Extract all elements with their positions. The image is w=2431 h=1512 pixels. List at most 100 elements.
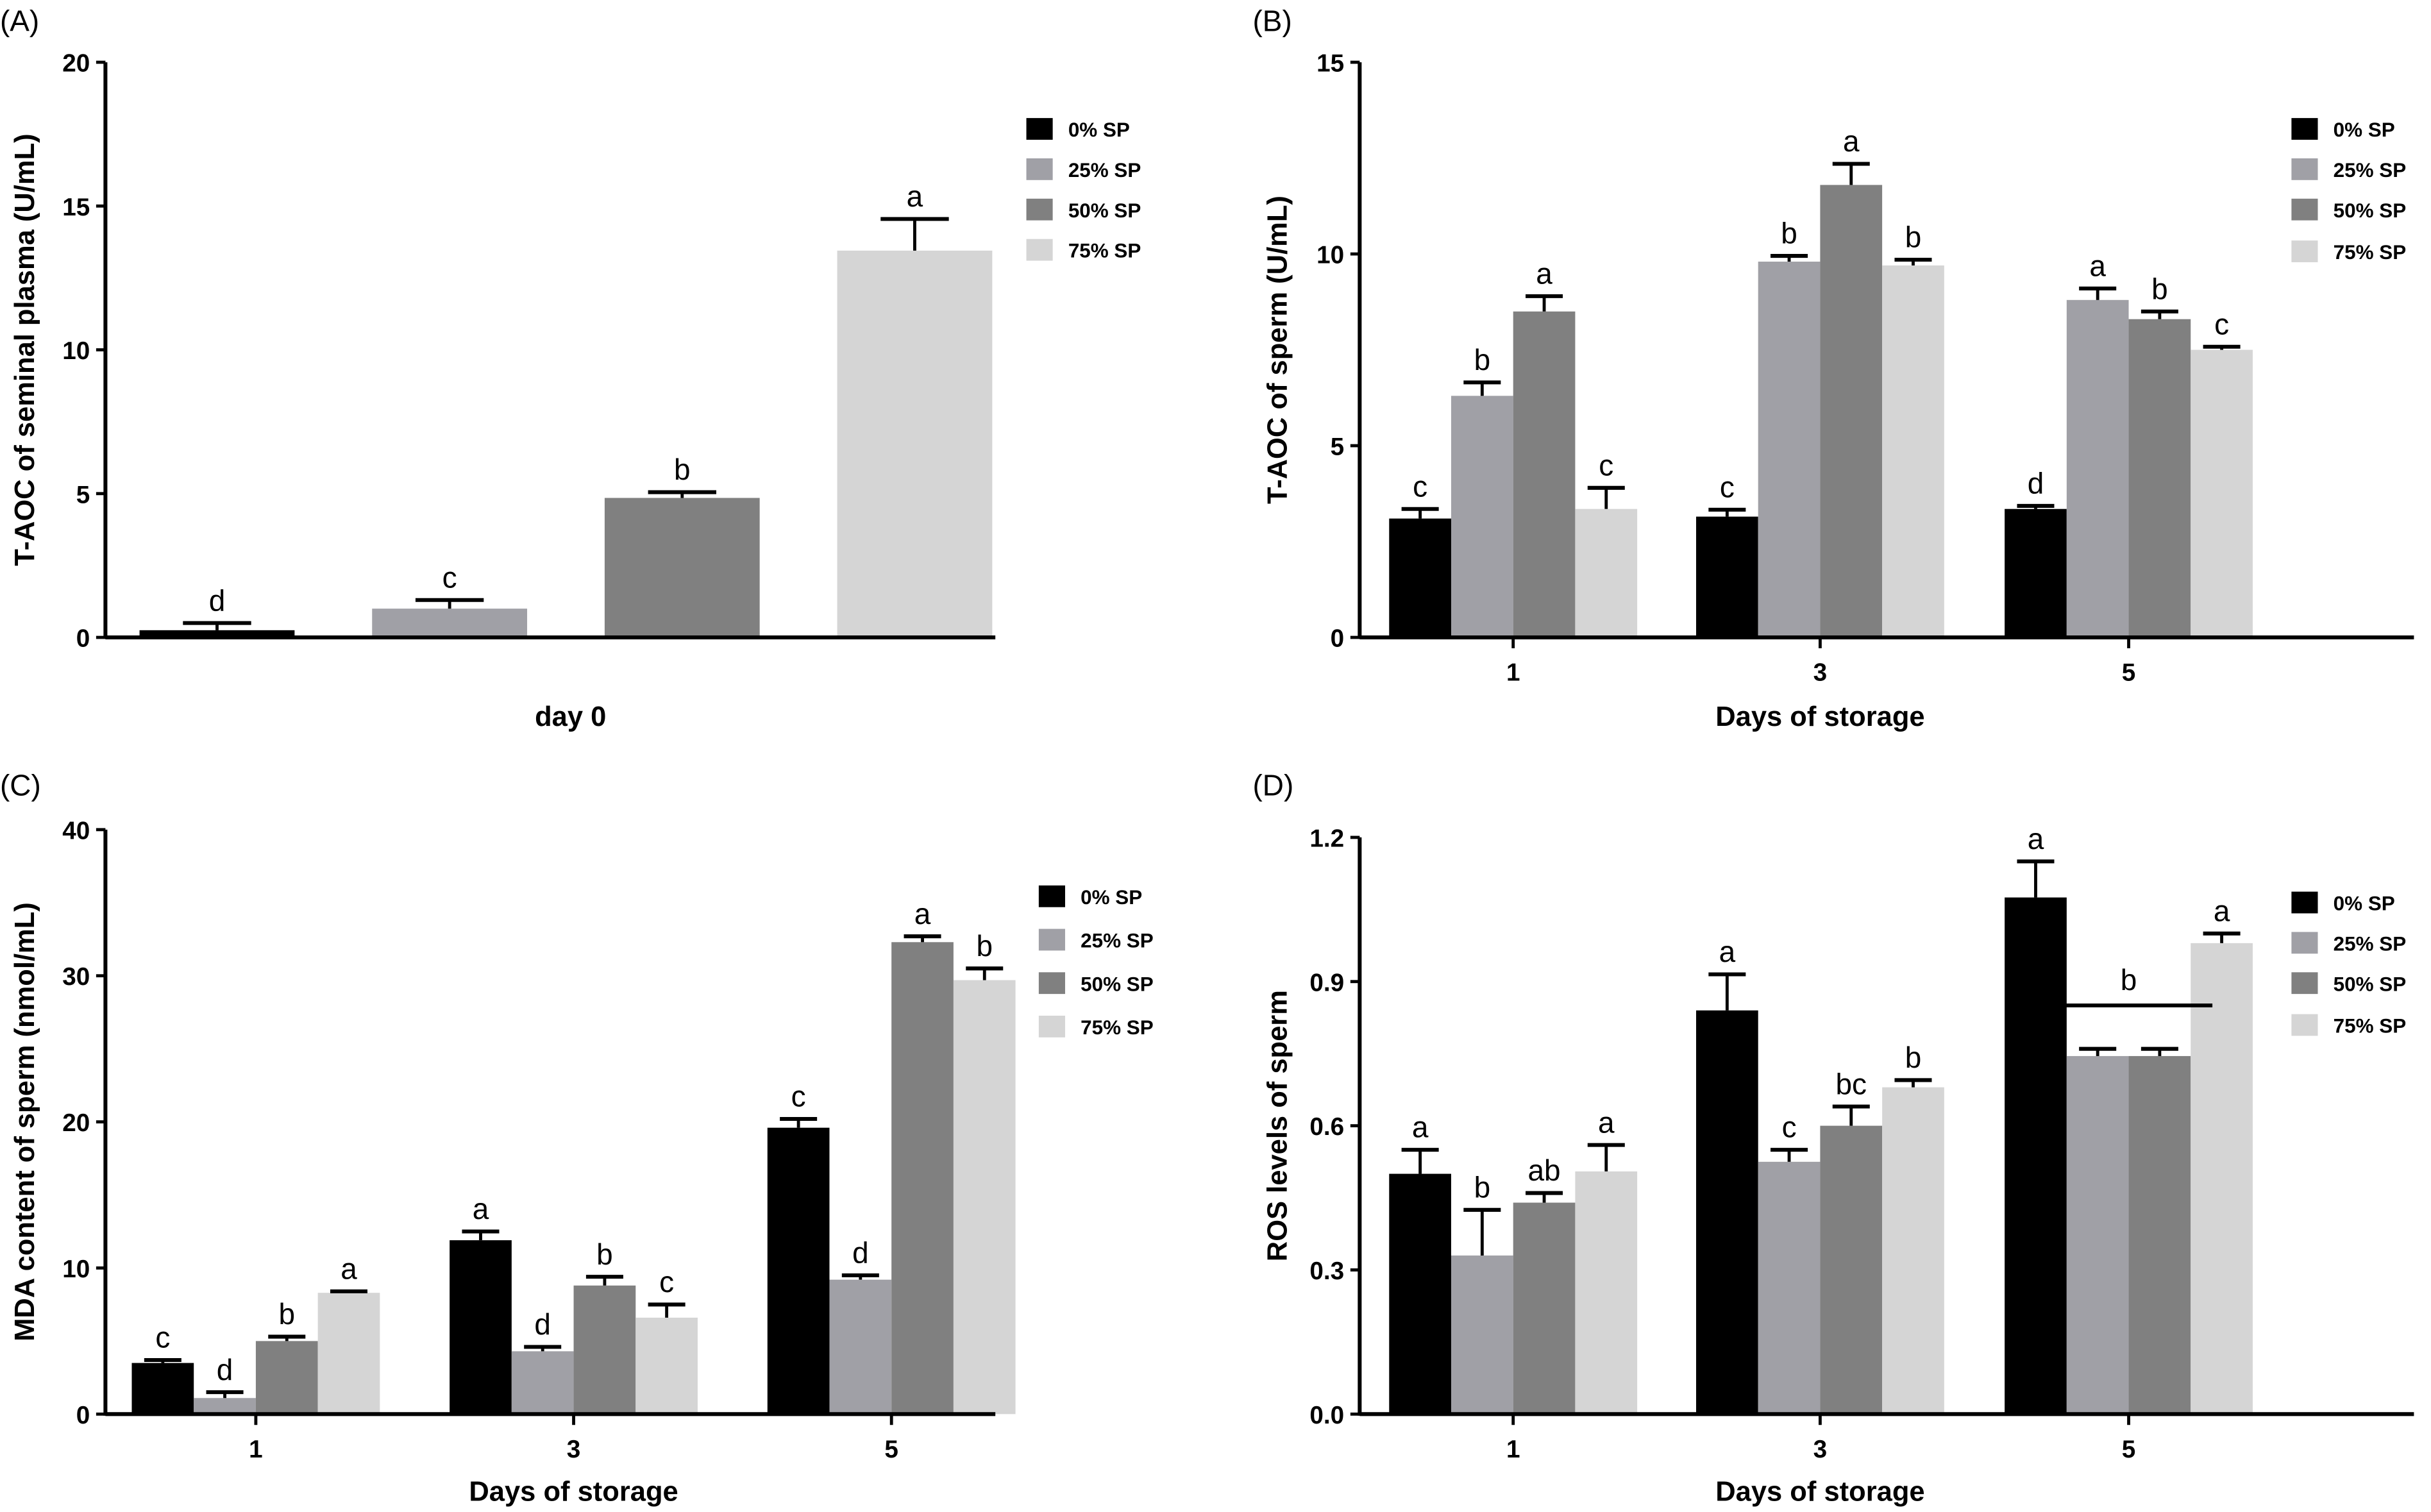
- x-tick-label: 5: [2122, 1436, 2136, 1463]
- bar: [131, 1363, 194, 1415]
- legend-swatch: [2291, 972, 2318, 995]
- chart-panel-b: (B) c c d b b a a a b c b c 0 5 10 15 1 3 5 Days of storage T…: [1253, 4, 2414, 732]
- panel-label: (C): [0, 769, 41, 802]
- y-axis-label: MDA content of sperm (nmol/mL): [10, 902, 40, 1341]
- significance-letter: a: [341, 1252, 357, 1286]
- x-axis-label: Days of storage: [1715, 1477, 1924, 1508]
- significance-letter: b: [2121, 963, 2137, 996]
- legend: 0% SP 25% SP 50% SP 75% SP: [2291, 118, 2406, 264]
- y-axis-label: T-AOC of sperm (U/mL): [1263, 196, 1293, 504]
- bar: [139, 630, 295, 638]
- significance-letter: a: [1719, 935, 1736, 968]
- significance-letter: c: [2214, 307, 2229, 340]
- bar: [1575, 1171, 1638, 1415]
- bar: [767, 1127, 830, 1415]
- legend-label: 25% SP: [1081, 930, 1154, 952]
- y-tick-label: 40: [62, 817, 90, 844]
- y-tick-label: 20: [62, 1109, 90, 1137]
- bar: [1389, 518, 1451, 638]
- bar: [635, 1317, 698, 1415]
- panel-label: (D): [1253, 769, 1294, 802]
- y-tick-label: 15: [62, 194, 90, 221]
- bar: [1695, 1010, 1758, 1415]
- y-tick-label: 0: [1331, 625, 1345, 653]
- bar: [1882, 1087, 1944, 1415]
- significance-letter: b: [1474, 1170, 1491, 1204]
- x-tick-label: 3: [567, 1436, 581, 1463]
- bar: [1820, 185, 1883, 638]
- bar: [1513, 1202, 1576, 1415]
- significance-letter: b: [1905, 221, 1922, 254]
- legend-label: 50% SP: [2334, 973, 2407, 995]
- significance-letter: c: [791, 1080, 806, 1113]
- bar: [1820, 1125, 1883, 1415]
- bar: [2005, 508, 2067, 638]
- y-tick-label: 0: [76, 1402, 90, 1429]
- x-tick-label: 1: [249, 1436, 263, 1463]
- significance-letter: ab: [1528, 1154, 1561, 1187]
- significance-letter: c: [659, 1265, 674, 1298]
- significance-letter: c: [1720, 471, 1735, 504]
- legend-label: 0% SP: [2334, 893, 2395, 915]
- legend-label: 25% SP: [2334, 159, 2407, 181]
- panel-label: (A): [0, 4, 39, 38]
- significance-letter: b: [1781, 217, 1797, 250]
- significance-letter: a: [1412, 1111, 1429, 1144]
- significance-letter: b: [2151, 272, 2168, 305]
- bar: [2128, 319, 2191, 638]
- significance-letter: a: [914, 897, 931, 930]
- bar: [2191, 943, 2253, 1415]
- y-tick-label: 10: [1316, 242, 1344, 269]
- legend-label: 25% SP: [1068, 159, 1141, 181]
- significance-letter: d: [217, 1353, 233, 1386]
- y-tick-label: 0: [76, 625, 90, 653]
- x-tick-label: 5: [884, 1436, 898, 1463]
- y-axis-label: ROS levels of sperm: [1263, 990, 1293, 1261]
- bar: [891, 942, 954, 1415]
- significance-letter: d: [209, 584, 226, 617]
- y-tick-label: 5: [76, 481, 90, 508]
- bar: [450, 1240, 512, 1415]
- y-tick-label: 10: [62, 337, 90, 365]
- legend-swatch: [2291, 158, 2318, 180]
- y-tick-label: 30: [62, 963, 90, 991]
- y-tick-label: 0.6: [1309, 1113, 1344, 1141]
- legend-label: 0% SP: [2334, 119, 2395, 141]
- legend-label: 50% SP: [2334, 199, 2407, 222]
- significance-letter: b: [596, 1238, 613, 1271]
- significance-letter: a: [2214, 894, 2230, 927]
- bar: [2066, 299, 2129, 638]
- bar: [1513, 311, 1576, 638]
- y-tick-label: 20: [62, 50, 90, 78]
- bar: [255, 1341, 318, 1415]
- bar: [1389, 1173, 1451, 1415]
- significance-letter: c: [1599, 448, 1613, 482]
- legend-swatch: [2291, 240, 2318, 262]
- panel-label: (B): [1253, 4, 1292, 38]
- legend-swatch: [1026, 158, 1053, 180]
- bar: [2066, 1055, 2129, 1415]
- bar: [372, 609, 528, 638]
- significance-letter: c: [155, 1321, 170, 1354]
- y-tick-label: 15: [1316, 50, 1344, 78]
- legend-label: 50% SP: [1081, 973, 1154, 995]
- significance-letter: b: [279, 1297, 296, 1331]
- y-tick-label: 10: [62, 1256, 90, 1283]
- bar: [1451, 1255, 1513, 1415]
- bar: [2191, 349, 2253, 638]
- legend-label: 0% SP: [1068, 119, 1130, 141]
- legend-label: 0% SP: [1081, 886, 1142, 909]
- legend-swatch: [2291, 118, 2318, 140]
- y-tick-label: 0.0: [1309, 1402, 1344, 1429]
- significance-letter: bc: [1836, 1067, 1867, 1100]
- legend-swatch: [1038, 885, 1065, 907]
- legend-swatch: [1026, 118, 1053, 140]
- bar: [573, 1285, 636, 1415]
- y-tick-label: 5: [1331, 433, 1345, 461]
- legend-label: 75% SP: [2334, 241, 2407, 264]
- x-axis-label: Days of storage: [469, 1477, 678, 1508]
- y-tick-label: 0.3: [1309, 1257, 1344, 1285]
- x-tick-label: 1: [1506, 1436, 1520, 1463]
- bar: [194, 1398, 256, 1415]
